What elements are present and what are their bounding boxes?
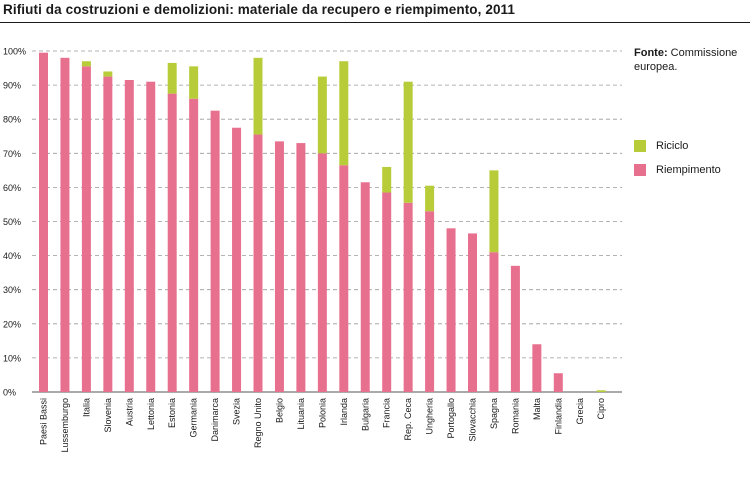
bar-riciclo	[489, 170, 499, 253]
x-tick-label: Germania	[189, 398, 199, 438]
y-tick-label: 60%	[3, 183, 21, 193]
bar-riempimento	[532, 344, 542, 392]
x-tick-label: Belgio	[274, 398, 284, 423]
x-tick-label: Regno Unito	[253, 398, 263, 448]
y-tick-label: 10%	[3, 353, 21, 363]
bar-riciclo	[596, 390, 606, 392]
bar-riciclo	[425, 185, 435, 212]
x-tick-label: Paesi Bassi	[39, 398, 49, 445]
bar-riempimento	[210, 110, 220, 393]
legend-label-riciclo: Riciclo	[656, 140, 689, 152]
x-axis: Paesi Bassi Lussemburgo Italia Slovenia Aust…	[39, 398, 607, 453]
x-tick-label: Cipro	[596, 398, 606, 420]
x-tick-label: Lituania	[296, 398, 306, 430]
bar-riempimento	[253, 134, 263, 393]
y-tick-label: 0%	[3, 388, 16, 398]
legend-swatch-riciclo	[634, 140, 646, 152]
y-tick-label: 30%	[3, 285, 21, 295]
x-tick-label: Portogallo	[446, 398, 456, 439]
x-tick-label: Polonia	[317, 398, 327, 428]
source-label: Fonte:	[634, 47, 668, 59]
x-tick-label: Francia	[382, 398, 392, 428]
bar-riempimento	[274, 141, 284, 392]
bar-riempimento	[360, 182, 370, 392]
x-tick-label: Lettonia	[146, 398, 156, 430]
bar-riciclo	[382, 166, 392, 193]
x-tick-label: Estonia	[167, 398, 177, 428]
bar-riempimento	[446, 228, 456, 392]
bar-riempimento	[124, 79, 134, 393]
legend-label-riempimento: Riempimento	[656, 164, 721, 176]
x-tick-label: Slovacchia	[468, 398, 478, 442]
legend-item-riempimento: Riempimento	[634, 164, 721, 176]
bar-riciclo	[81, 61, 91, 67]
y-tick-label: 20%	[3, 319, 21, 329]
bar-riempimento	[468, 233, 477, 392]
x-tick-label: Italia	[81, 398, 91, 417]
x-tick-label: Malta	[532, 398, 542, 420]
x-tick-label: Romania	[510, 398, 520, 434]
bar-riempimento	[146, 81, 156, 392]
y-tick-label: 100%	[3, 47, 26, 57]
bar-riempimento	[382, 192, 392, 392]
x-tick-label: Ungheria	[425, 398, 435, 435]
bar-riempimento	[339, 165, 349, 392]
bar-riempimento	[510, 265, 520, 392]
x-tick-label: Svezia	[232, 398, 242, 425]
y-tick-label: 70%	[3, 149, 21, 159]
x-tick-label: Irlanda	[339, 398, 349, 426]
y-tick-label: 40%	[3, 251, 21, 261]
bar-riempimento	[425, 211, 435, 392]
bar-riempimento	[103, 76, 113, 392]
x-tick-label: Grecia	[575, 398, 585, 425]
x-tick-label: Spagna	[489, 398, 499, 429]
x-tick-label: Bulgaria	[360, 398, 370, 431]
bar-riempimento	[553, 373, 563, 392]
grid-layer	[32, 50, 622, 359]
bar-riempimento	[317, 153, 327, 392]
y-tick-label: 90%	[3, 81, 21, 91]
bar-riciclo	[189, 66, 199, 99]
bar-riempimento	[403, 202, 413, 392]
bar-riciclo	[253, 57, 263, 135]
bar-riempimento	[189, 98, 199, 393]
bar-riempimento	[39, 52, 48, 393]
bar-riempimento	[60, 57, 70, 392]
bar-riempimento	[232, 127, 242, 392]
x-tick-label: Finlandia	[553, 398, 563, 435]
source-note: Fonte: Commissione europea.	[634, 46, 750, 74]
bar-riempimento	[296, 143, 306, 392]
x-tick-label: Danimarca	[210, 398, 220, 442]
legend-swatch-riempimento	[634, 164, 646, 176]
bars-layer	[39, 52, 606, 393]
x-tick-label: Slovenia	[103, 398, 113, 433]
x-tick-label: Rep. Ceca	[403, 398, 413, 441]
x-tick-label: Austria	[124, 398, 134, 426]
y-axis: 0% 10% 20% 30% 40% 50% 60% 70% 80% 90% 100%	[3, 47, 622, 398]
bar-riciclo	[167, 62, 177, 94]
y-tick-label: 50%	[3, 217, 21, 227]
chart-title: Rifiuti da costruzioni e demolizioni: ma…	[3, 2, 516, 17]
bar-riempimento	[489, 252, 499, 392]
bar-riciclo	[403, 81, 413, 203]
title-rule	[0, 22, 750, 23]
bar-riempimento	[81, 66, 91, 392]
legend-item-riciclo: Riciclo	[634, 140, 688, 152]
source-text: Commissione europea.	[634, 47, 738, 73]
bar-riempimento	[167, 93, 177, 392]
x-tick-label: Lussemburgo	[60, 398, 70, 453]
bar-riciclo	[317, 76, 327, 154]
bar-riciclo	[339, 61, 349, 166]
bar-riciclo	[103, 71, 113, 77]
y-tick-label: 80%	[3, 115, 21, 125]
